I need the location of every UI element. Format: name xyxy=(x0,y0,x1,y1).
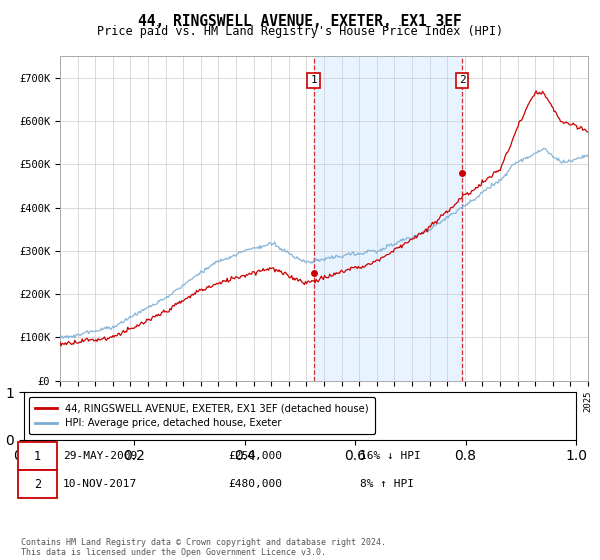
Text: 1: 1 xyxy=(34,450,41,463)
Text: 2: 2 xyxy=(34,478,41,491)
Text: 1: 1 xyxy=(310,76,317,85)
Text: 29-MAY-2009: 29-MAY-2009 xyxy=(63,451,137,461)
Text: 10-NOV-2017: 10-NOV-2017 xyxy=(63,479,137,489)
Legend: 44, RINGSWELL AVENUE, EXETER, EX1 3EF (detached house), HPI: Average price, deta: 44, RINGSWELL AVENUE, EXETER, EX1 3EF (d… xyxy=(29,397,374,435)
Text: Price paid vs. HM Land Registry's House Price Index (HPI): Price paid vs. HM Land Registry's House … xyxy=(97,25,503,38)
Text: 2: 2 xyxy=(459,76,466,85)
Text: £250,000: £250,000 xyxy=(228,451,282,461)
Text: 8% ↑ HPI: 8% ↑ HPI xyxy=(360,479,414,489)
Text: 16% ↓ HPI: 16% ↓ HPI xyxy=(360,451,421,461)
Text: £480,000: £480,000 xyxy=(228,479,282,489)
Text: Contains HM Land Registry data © Crown copyright and database right 2024.
This d: Contains HM Land Registry data © Crown c… xyxy=(21,538,386,557)
Text: 44, RINGSWELL AVENUE, EXETER, EX1 3EF: 44, RINGSWELL AVENUE, EXETER, EX1 3EF xyxy=(138,14,462,29)
